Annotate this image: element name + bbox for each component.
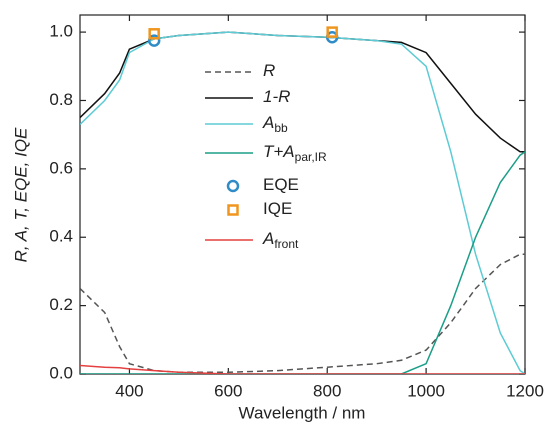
legend-marker xyxy=(227,204,239,216)
eqe-point xyxy=(147,34,161,47)
x-tick-label: 1000 xyxy=(407,381,445,400)
plot-frame xyxy=(79,14,526,375)
y-tick-label: 0.8 xyxy=(49,90,73,109)
x-tick-label: 800 xyxy=(313,381,341,400)
legend-name: EQE xyxy=(263,175,299,194)
y-axis-label: R, A, T, EQE, IQE xyxy=(11,127,30,262)
legend-name: IQE xyxy=(263,199,292,218)
iqe-point xyxy=(148,28,160,40)
legend-subscript: front xyxy=(274,237,299,251)
legend-name: T+A xyxy=(263,142,295,161)
legend-label: 1-R xyxy=(263,87,290,106)
legend-subscript: bb xyxy=(274,121,288,135)
legend-label: T+Apar,IR xyxy=(263,142,327,164)
legend-name: 1-R xyxy=(263,87,290,106)
legend-name: R xyxy=(263,61,275,80)
x-tick-label: 400 xyxy=(115,381,143,400)
x-axis-label: Wavelength / nm xyxy=(239,403,366,422)
legend-label: Abb xyxy=(262,113,288,135)
x-tick-label: 600 xyxy=(214,381,242,400)
series-line xyxy=(80,31,525,153)
x-tick-label: 1200 xyxy=(506,381,544,400)
y-tick-label: 1.0 xyxy=(49,22,73,41)
y-tick-label: 0.0 xyxy=(49,363,73,382)
legend-name: A xyxy=(262,113,274,132)
legend-subscript: par,IR xyxy=(295,150,327,164)
legend-label: EQE xyxy=(263,175,299,194)
series-line xyxy=(80,364,525,374)
series-line xyxy=(80,253,525,374)
iqe-point xyxy=(326,26,338,38)
series-line xyxy=(80,31,525,374)
y-tick-label: 0.2 xyxy=(49,295,73,314)
series-line xyxy=(80,151,525,374)
y-tick-label: 0.6 xyxy=(49,158,73,177)
legend-label: Afront xyxy=(262,229,299,251)
legend-name: A xyxy=(262,229,274,248)
legend-marker xyxy=(226,179,240,193)
legend-label: IQE xyxy=(263,199,292,218)
y-tick-label: 0.4 xyxy=(49,227,73,246)
legend-label: R xyxy=(263,61,275,80)
